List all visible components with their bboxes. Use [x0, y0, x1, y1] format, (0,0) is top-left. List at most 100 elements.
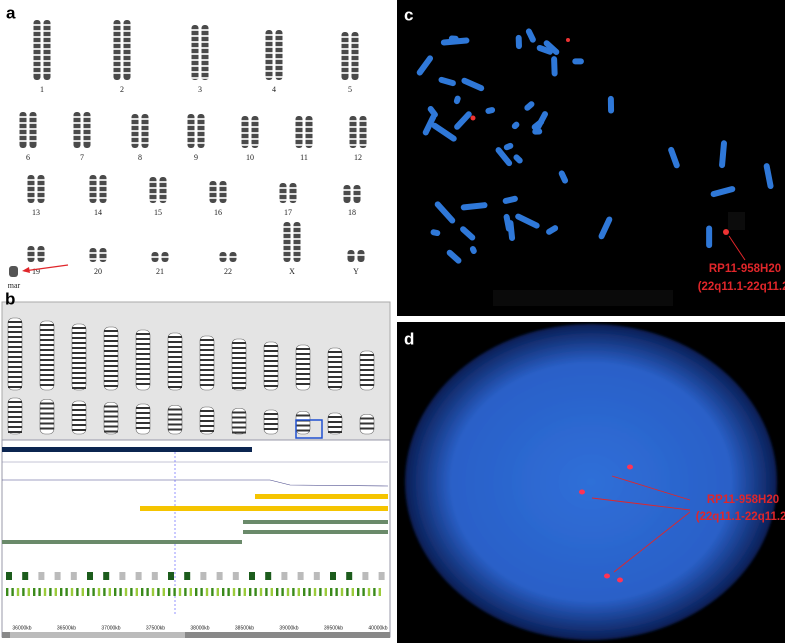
band: [168, 428, 182, 431]
band: [131, 136, 139, 138]
band: [187, 136, 195, 138]
band: [343, 195, 351, 197]
probe: [357, 588, 360, 596]
band: [72, 377, 86, 379]
band: [295, 138, 303, 140]
band: [8, 421, 22, 423]
probe: [168, 572, 174, 580]
band: [27, 179, 35, 181]
probe: [335, 588, 338, 596]
probe: [54, 572, 61, 580]
band: [43, 36, 51, 38]
probe: [276, 588, 279, 596]
band: [136, 333, 150, 335]
band: [8, 346, 22, 348]
band: [232, 431, 246, 434]
band: [201, 71, 209, 73]
green-bar: [2, 540, 242, 544]
chromosome-label: 4: [272, 85, 276, 94]
band: [72, 429, 86, 431]
band: [89, 191, 97, 193]
band: [159, 187, 167, 189]
band: [40, 354, 54, 356]
band: [141, 124, 149, 126]
band: [72, 367, 86, 369]
metaphase-chromosome: [598, 216, 613, 240]
region-label: (22q11.1-22q11.2): [698, 281, 785, 293]
probe: [119, 572, 126, 580]
band: [168, 381, 182, 383]
probe: [378, 588, 381, 596]
band: [136, 373, 150, 375]
band: [136, 338, 150, 340]
band: [29, 122, 37, 124]
band: [104, 345, 118, 347]
probe: [259, 588, 263, 596]
probe: [232, 572, 239, 580]
band: [141, 118, 149, 120]
band: [201, 59, 209, 61]
band: [241, 138, 249, 140]
band: [200, 339, 214, 341]
band: [360, 359, 374, 361]
band: [8, 416, 22, 418]
green-bar: [243, 520, 388, 524]
metaphase-chromosome: [515, 34, 522, 50]
band: [149, 193, 157, 195]
chromosome-label: 7: [80, 153, 84, 162]
probe: [367, 588, 371, 596]
probe: [346, 588, 349, 596]
band: [8, 381, 22, 383]
band: [43, 54, 51, 56]
band: [83, 122, 91, 124]
band: [113, 66, 121, 68]
probe: [249, 572, 255, 580]
band: [113, 48, 121, 50]
band: [279, 187, 287, 189]
band: [264, 413, 278, 415]
band: [197, 124, 205, 126]
chromosome-label: 6: [26, 153, 30, 162]
band: [360, 369, 374, 371]
band: [149, 181, 157, 183]
panel-label: c: [404, 5, 413, 24]
band: [201, 29, 209, 31]
band: [351, 48, 359, 50]
band: [141, 136, 149, 138]
band: [123, 36, 131, 38]
band: [89, 179, 97, 181]
band: [279, 199, 287, 201]
band: [43, 24, 51, 26]
probe: [92, 588, 95, 596]
band: [40, 402, 54, 405]
band: [29, 134, 37, 136]
band: [360, 364, 374, 366]
scrollbar: [2, 632, 390, 638]
band: [33, 36, 41, 38]
band: [40, 427, 54, 430]
coordinate-label: 37000kb: [101, 625, 120, 631]
band: [295, 126, 303, 128]
probe: [87, 588, 90, 596]
band: [264, 360, 278, 362]
band: [19, 116, 27, 118]
band: [151, 256, 159, 258]
band: [8, 371, 22, 373]
band: [72, 404, 86, 406]
band: [232, 367, 246, 369]
chromosome: [99, 175, 107, 203]
coordinate-axis: 36000kb 36500kb 37000kb 37500kb 38000kb 38500…: [12, 625, 387, 631]
band: [283, 244, 291, 246]
band: [328, 371, 342, 373]
band: [123, 54, 131, 56]
band: [200, 344, 214, 346]
signal: [566, 38, 570, 42]
metaphase-chromosome: [422, 114, 437, 136]
band: [113, 36, 121, 38]
chromosome: [159, 177, 167, 203]
band: [296, 429, 310, 432]
band: [264, 385, 278, 387]
metaphase-chromosome: [469, 246, 477, 255]
band: [27, 185, 35, 187]
band: [72, 372, 86, 374]
